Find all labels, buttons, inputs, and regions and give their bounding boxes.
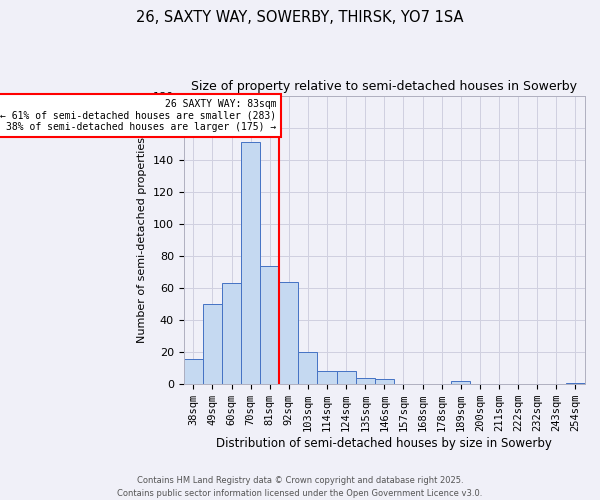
Bar <box>451 381 470 384</box>
Bar <box>566 382 585 384</box>
Text: 26 SAXTY WAY: 83sqm
← 61% of semi-detached houses are smaller (283)
38% of semi-: 26 SAXTY WAY: 83sqm ← 61% of semi-detach… <box>0 99 277 132</box>
Bar <box>298 352 317 384</box>
Bar <box>241 142 260 384</box>
Bar <box>337 372 356 384</box>
Text: Contains HM Land Registry data © Crown copyright and database right 2025.
Contai: Contains HM Land Registry data © Crown c… <box>118 476 482 498</box>
Bar <box>184 358 203 384</box>
Title: Size of property relative to semi-detached houses in Sowerby: Size of property relative to semi-detach… <box>191 80 577 93</box>
Text: 26, SAXTY WAY, SOWERBY, THIRSK, YO7 1SA: 26, SAXTY WAY, SOWERBY, THIRSK, YO7 1SA <box>136 10 464 25</box>
Bar <box>260 266 279 384</box>
Bar <box>279 282 298 384</box>
X-axis label: Distribution of semi-detached houses by size in Sowerby: Distribution of semi-detached houses by … <box>217 437 553 450</box>
Bar <box>375 380 394 384</box>
Y-axis label: Number of semi-detached properties: Number of semi-detached properties <box>137 137 148 343</box>
Bar <box>203 304 222 384</box>
Bar <box>356 378 375 384</box>
Bar <box>317 372 337 384</box>
Bar <box>222 283 241 384</box>
